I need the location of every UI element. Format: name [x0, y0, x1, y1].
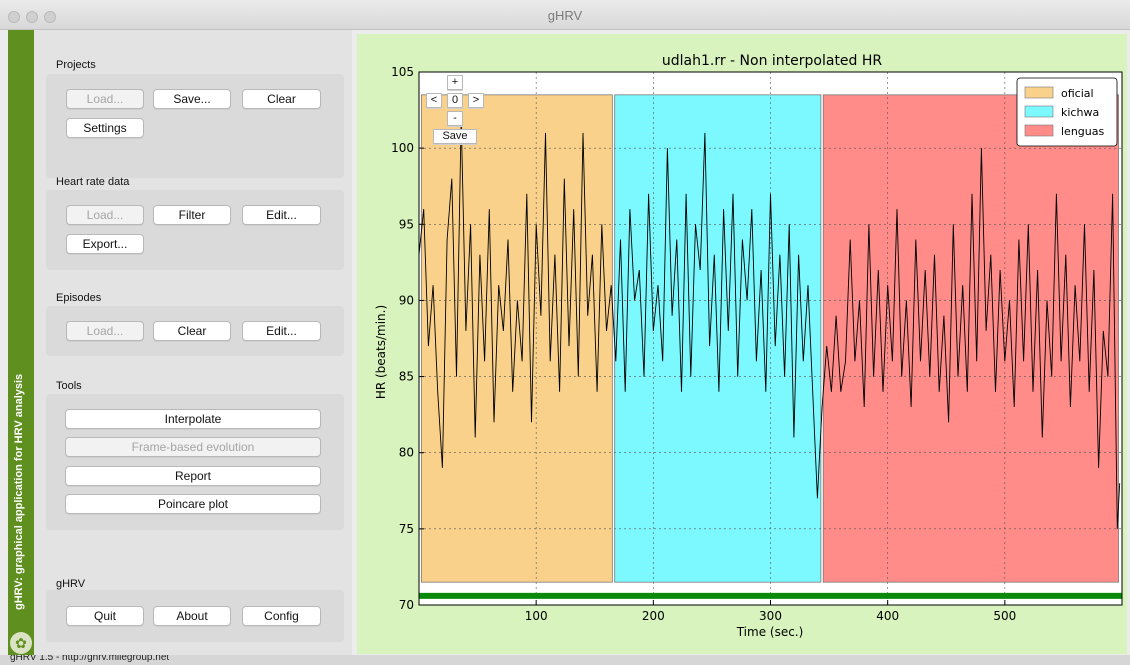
filter-button[interactable]: Filter	[153, 205, 231, 225]
legend-label-lenguas: lenguas	[1061, 125, 1104, 138]
hr-load-button[interactable]: Load...	[66, 205, 144, 225]
tools-title: Tools	[56, 380, 82, 392]
title-bar: gHRV	[0, 0, 1130, 30]
projects-clear-button[interactable]: Clear	[242, 89, 321, 109]
window-title: gHRV	[547, 8, 583, 23]
x-tick-label: 100	[525, 609, 548, 623]
hr-edit-button[interactable]: Edit...	[242, 205, 321, 225]
plot-area: udlah1.rr - Non interpolated HR 100 200 30…	[357, 34, 1127, 654]
legend-swatch-lenguas	[1024, 124, 1054, 137]
y-tick-label: 95	[399, 217, 414, 231]
hr-chart[interactable]: udlah1.rr - Non interpolated HR 100 200 30…	[357, 34, 1127, 654]
pan-right-button[interactable]: >	[468, 93, 484, 108]
y-tick-label: 105	[391, 65, 414, 79]
status-text: gHRV 1.5 - http://ghrv.milegroup.net	[10, 655, 170, 663]
ghrv-title: gHRV	[56, 578, 86, 590]
projects-save-button[interactable]: Save...	[153, 89, 231, 109]
episodes-section: Load... Clear Edit...	[46, 306, 344, 356]
save-plot-button[interactable]: Save	[433, 129, 477, 144]
episode-band-kichwa	[614, 94, 822, 583]
control-panel: Projects Load... Save... Clear Settings …	[34, 30, 352, 655]
projects-section: Load... Save... Clear Settings	[46, 74, 344, 178]
x-axis-label: Time (sec.)	[736, 625, 804, 639]
hr-series-line	[418, 117, 1121, 529]
y-tick-label: 80	[399, 446, 414, 460]
reset-view-button[interactable]: 0	[447, 93, 463, 108]
config-button[interactable]: Config	[242, 606, 321, 626]
quit-button[interactable]: Quit	[66, 606, 144, 626]
side-strip-text: gHRV: graphical application for HRV anal…	[13, 373, 25, 610]
x-tick-label: 500	[993, 609, 1016, 623]
about-button[interactable]: About	[153, 606, 231, 626]
episodes-title: Episodes	[56, 292, 102, 304]
legend-label-oficial: oficial	[1061, 87, 1094, 100]
legend-label-kichwa: kichwa	[1061, 106, 1099, 119]
episode-band-lenguas	[822, 94, 1119, 583]
y-tick-label: 90	[399, 293, 414, 307]
y-tick-label: 85	[399, 370, 414, 384]
poincare-plot-button[interactable]: Poincare plot	[65, 494, 321, 514]
heart-rate-title: Heart rate data	[56, 176, 130, 188]
legend-swatch-kichwa	[1024, 105, 1054, 118]
y-axis-label: HR (beats/min.)	[374, 305, 388, 399]
heart-rate-section: Load... Filter Edit... Export...	[46, 190, 344, 270]
y-tick-label: 75	[399, 522, 414, 536]
x-tick-label: 400	[876, 609, 899, 623]
zoom-in-button[interactable]: +	[447, 75, 463, 90]
close-window-button[interactable]	[8, 11, 20, 23]
zoom-out-button[interactable]: -	[447, 111, 463, 126]
projects-title: Projects	[56, 59, 96, 71]
interpolate-button[interactable]: Interpolate	[65, 409, 321, 429]
frame-based-evolution-button[interactable]: Frame-based evolution	[65, 437, 321, 457]
episode-band-oficial	[420, 94, 613, 583]
minimize-window-button[interactable]	[26, 11, 38, 23]
episode-baseline-bar	[419, 592, 1122, 599]
chart-title: udlah1.rr - Non interpolated HR	[662, 53, 883, 69]
app-logo-icon: ✿	[10, 632, 32, 654]
zoom-window-button[interactable]	[44, 11, 56, 23]
episodes-load-button[interactable]: Load...	[66, 321, 144, 341]
settings-button[interactable]: Settings	[66, 118, 144, 138]
x-tick-label: 300	[759, 609, 782, 623]
report-button[interactable]: Report	[65, 466, 321, 486]
projects-load-button[interactable]: Load...	[66, 89, 144, 109]
y-tick-label: 70	[399, 598, 414, 612]
x-tick-label: 200	[642, 609, 665, 623]
side-strip	[8, 30, 34, 655]
tools-section: Interpolate Frame-based evolution Report…	[46, 394, 344, 530]
episodes-edit-button[interactable]: Edit...	[242, 321, 321, 341]
ghrv-section: Quit About Config	[46, 590, 344, 642]
legend-swatch-oficial	[1024, 86, 1054, 99]
pan-left-button[interactable]: <	[426, 93, 442, 108]
episodes-clear-button[interactable]: Clear	[153, 321, 231, 341]
status-bar: gHRV 1.5 - http://ghrv.milegroup.net	[0, 655, 1130, 665]
y-tick-label: 100	[391, 141, 414, 155]
export-button[interactable]: Export...	[66, 234, 144, 254]
